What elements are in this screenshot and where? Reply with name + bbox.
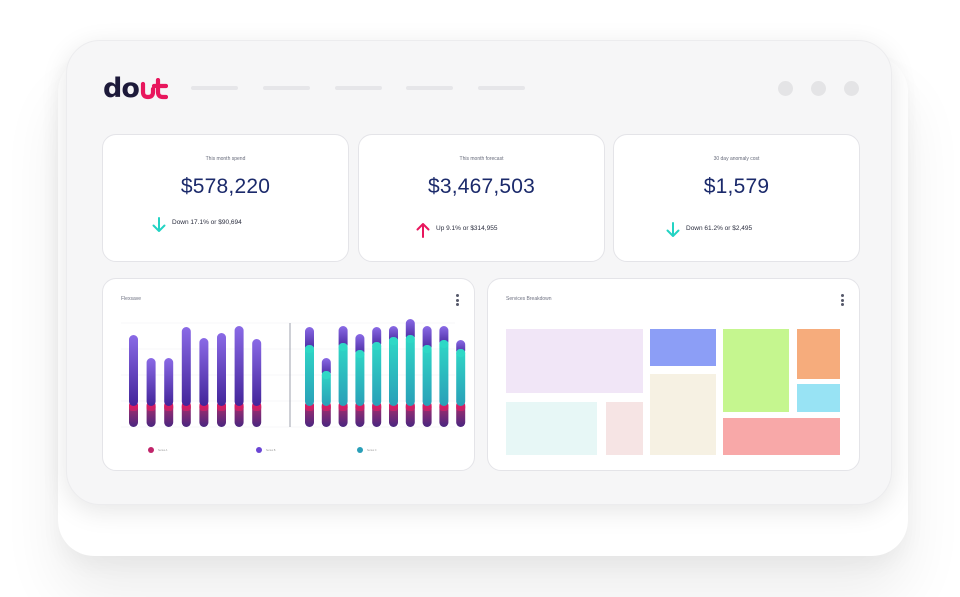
treemap-cell-4[interactable] [650,329,716,366]
logo-text: do [103,73,140,104]
kpi-delta: Up 9.1% or $314,955 [416,222,497,238]
bar-segment-d[interactable] [338,326,348,349]
bar-segment-b[interactable] [234,326,244,406]
nav-placeholder-5[interactable] [478,86,525,90]
bar-segment-c[interactable] [405,335,415,406]
kpi-label: 30 day anomaly cost [713,156,760,162]
legend-item-series-c[interactable]: Series C [357,447,377,453]
bar-segment-c[interactable] [355,350,365,406]
kpi-delta: Down 61.2% or $2,495 [666,222,752,238]
legend-item-series-a[interactable]: Series A [148,447,167,453]
bar-segment-c[interactable] [439,340,449,406]
nav-placeholder-2[interactable] [263,86,310,90]
bar-segment-b[interactable] [181,327,191,406]
services-treemap [506,329,840,455]
kpi-delta: Down 17.1% or $90,694 [152,217,242,233]
arrow-up-icon [416,223,430,238]
bar-segment-c-cap[interactable] [422,345,432,353]
flexsave-bar-chart [121,319,466,428]
bar-segment-c-cap[interactable] [372,342,382,350]
legend-label: Series B [266,448,276,452]
bar-segment-c[interactable] [389,337,398,406]
nav-placeholder-4[interactable] [406,86,453,90]
treemap-cell-8[interactable] [797,384,840,412]
kpi-delta-text: Down 61.2% or $2,495 [686,224,753,232]
treemap-cell-2[interactable] [506,402,597,455]
panel-title: Services Breakdown [506,296,552,302]
bar-segment-c-cap[interactable] [439,340,449,348]
treemap-cell-5[interactable] [650,374,716,455]
kpi-card-forecast[interactable]: This month forecast $3,467,503 Up 9.1% o… [358,134,605,262]
panel-title: Flexsave [121,296,142,302]
more-vert-icon[interactable] [455,294,459,308]
bar-segment-b[interactable] [146,358,156,406]
legend-item-series-b[interactable]: Series B [256,447,275,453]
more-vert-icon[interactable] [840,294,844,308]
nav-placeholder-3[interactable] [335,86,382,90]
treemap-cell-7[interactable] [797,329,840,379]
bar-segment-d[interactable] [305,327,314,351]
bar-segment-b[interactable] [199,338,209,406]
nav-placeholder-1[interactable] [191,86,238,90]
kpi-value: $3,467,503 [427,175,536,198]
bar-segment-c[interactable] [422,345,432,406]
logo-mark-icon [140,78,168,100]
kpi-delta-text: Down 17.1% or $90,694 [172,218,242,226]
legend-swatch-c [357,447,363,453]
legend-swatch-b [256,447,262,453]
bar-segment-d[interactable] [422,326,432,351]
bar-segment-c-cap[interactable] [389,337,398,345]
app-window: do This month spend $578,220 Down 17.1% … [66,40,892,505]
legend-label: Series A [158,448,168,452]
arrow-down-icon [666,222,680,237]
bar-segment-c-cap[interactable] [355,350,365,358]
window-control-1[interactable] [778,81,793,96]
kpi-value: $1,579 [703,175,770,198]
kpi-card-spend[interactable]: This month spend $578,220 Down 17.1% or … [102,134,349,262]
bar-segment-c[interactable] [456,349,466,406]
bar-segment-b[interactable] [252,339,262,406]
bar-segment-c-cap[interactable] [338,343,348,351]
treemap-cell-1[interactable] [506,329,643,393]
treemap-cell-6[interactable] [723,329,789,412]
chart-gridlines [121,322,455,428]
bar-segment-c[interactable] [338,343,348,406]
kpi-delta-text: Up 9.1% or $314,955 [436,224,498,232]
bar-segment-c-cap[interactable] [321,371,331,379]
window-control-2[interactable] [811,81,826,96]
kpi-value: $578,220 [180,175,271,198]
window-control-3[interactable] [844,81,859,96]
bar-segment-c-cap[interactable] [405,335,415,343]
bar-segment-b[interactable] [164,358,174,406]
bar-segment-c-cap[interactable] [456,349,466,357]
kpi-card-anomaly[interactable]: 30 day anomaly cost $1,579 Down 61.2% or… [613,134,860,262]
doit-logo[interactable]: do [103,74,168,104]
bar-segment-c[interactable] [321,371,331,406]
services-breakdown-panel: Services Breakdown [487,278,860,471]
legend-swatch-a [148,447,154,453]
bar-segment-c-cap[interactable] [305,345,314,353]
legend-label: Series C [367,448,377,452]
flexsave-chart-panel: Flexsave [102,278,475,471]
bar-segment-b[interactable] [129,335,138,406]
bar-segment-c[interactable] [372,342,382,406]
treemap-cell-9[interactable] [723,418,840,455]
kpi-label: This month forecast [459,156,504,162]
bar-segment-b[interactable] [217,333,226,406]
kpi-label: This month spend [205,156,246,162]
bar-segment-c[interactable] [305,345,314,406]
treemap-cell-3[interactable] [606,402,643,455]
arrow-down-icon [152,217,166,232]
